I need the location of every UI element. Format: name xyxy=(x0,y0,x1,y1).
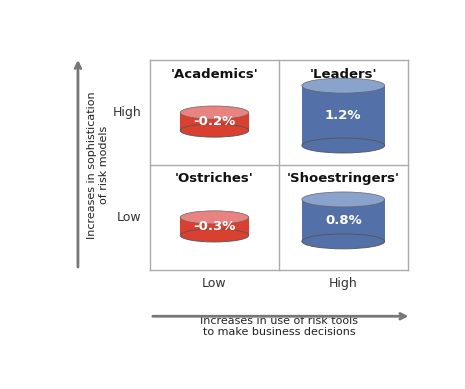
Ellipse shape xyxy=(302,192,385,207)
Ellipse shape xyxy=(180,124,249,137)
Ellipse shape xyxy=(180,106,249,119)
Ellipse shape xyxy=(302,234,385,249)
Bar xyxy=(180,217,249,235)
Text: 'Shoestringers': 'Shoestringers' xyxy=(287,172,400,186)
Text: High: High xyxy=(112,106,141,119)
Text: High: High xyxy=(329,277,358,290)
Text: 1.2%: 1.2% xyxy=(325,109,361,122)
Text: Increases in sophistication
of risk models: Increases in sophistication of risk mode… xyxy=(87,91,108,239)
Text: 'Academics': 'Academics' xyxy=(171,68,259,81)
Ellipse shape xyxy=(180,229,249,242)
Text: -0.3%: -0.3% xyxy=(193,220,236,233)
Ellipse shape xyxy=(180,211,249,224)
Text: 'Ostriches': 'Ostriches' xyxy=(175,172,254,186)
Text: 0.8%: 0.8% xyxy=(325,214,362,227)
Text: Low: Low xyxy=(116,211,141,224)
Ellipse shape xyxy=(302,138,385,153)
Text: -0.2%: -0.2% xyxy=(193,115,236,128)
Bar xyxy=(302,86,385,145)
Ellipse shape xyxy=(302,78,385,93)
Text: Increases in use of risk tools
to make business decisions: Increases in use of risk tools to make b… xyxy=(200,315,358,337)
Bar xyxy=(180,112,249,131)
Text: Low: Low xyxy=(202,277,227,290)
Bar xyxy=(302,200,385,241)
Text: 'Leaders': 'Leaders' xyxy=(310,68,377,81)
